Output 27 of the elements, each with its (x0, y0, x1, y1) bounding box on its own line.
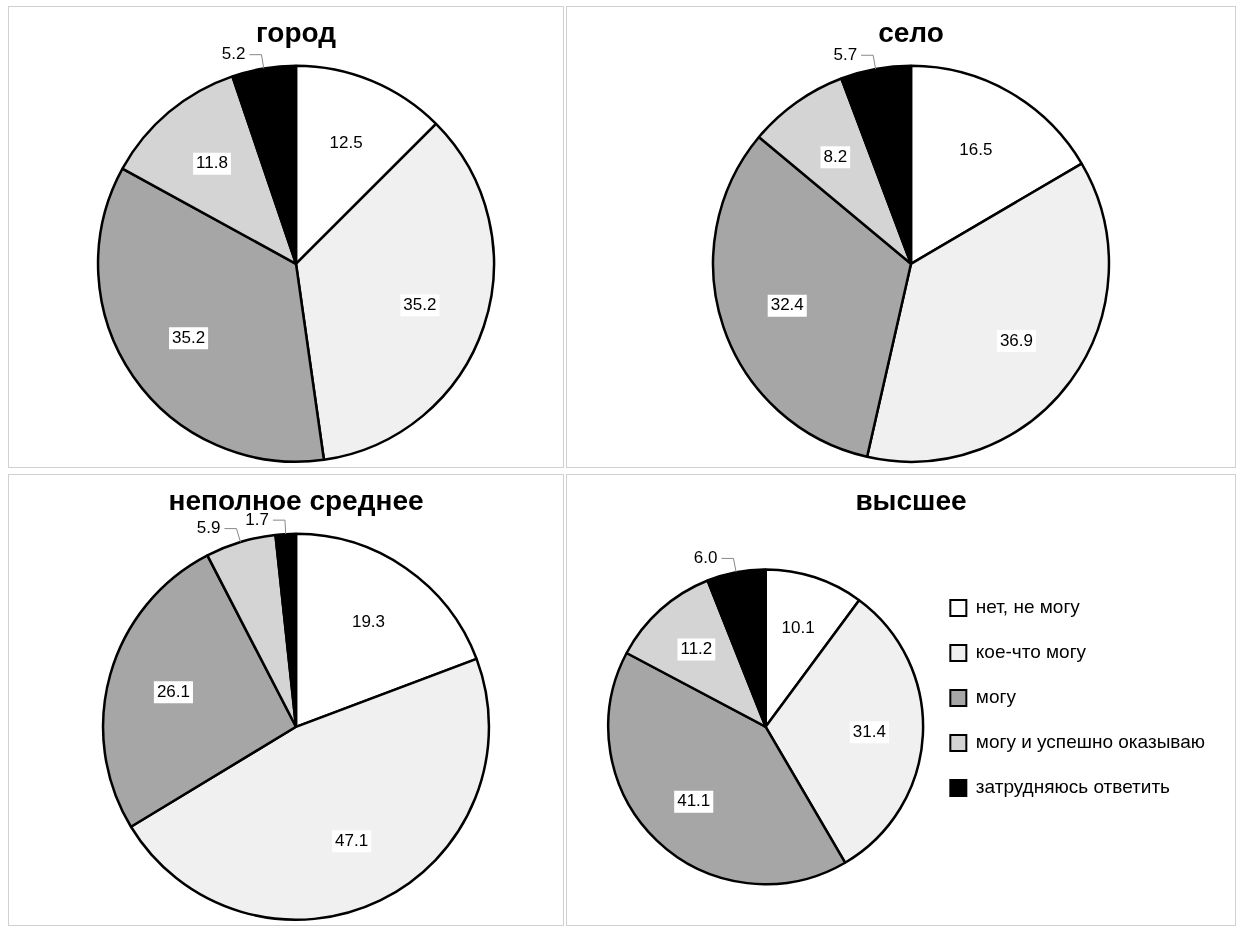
data-label: 6.0 (693, 548, 718, 568)
data-label: 35.2 (172, 327, 206, 347)
data-label: 12.5 (329, 132, 363, 152)
data-label: 11.2 (680, 639, 713, 659)
data-label: 47.1 (335, 831, 369, 851)
legend-label: нет, не могу (975, 596, 1081, 618)
legend-label: могу (975, 686, 1017, 708)
data-label: 32.4 (770, 295, 804, 315)
chart-title: высшее (855, 484, 967, 516)
data-label: 8.2 (823, 146, 848, 166)
legend-label: затрудняюсь ответить (975, 776, 1171, 798)
data-label: 31.4 (852, 722, 886, 742)
data-label: 5.7 (833, 44, 858, 64)
data-label: 5.9 (196, 518, 221, 538)
data-label: 10.1 (781, 617, 815, 637)
data-label: 19.3 (351, 611, 386, 631)
data-label: 36.9 (999, 330, 1033, 350)
data-label: 26.1 (156, 681, 190, 701)
data-label: 5.2 (221, 44, 246, 64)
data-label: 11.8 (196, 153, 228, 173)
chart-title: село (878, 16, 944, 48)
data-label: 16.5 (959, 140, 993, 160)
data-label: 41.1 (677, 791, 711, 811)
chart-title: город (255, 16, 337, 48)
data-label: 35.2 (403, 294, 437, 314)
legend-label: кое-что могу (975, 641, 1087, 663)
legend-label: могу и успешно оказываю (975, 731, 1205, 753)
